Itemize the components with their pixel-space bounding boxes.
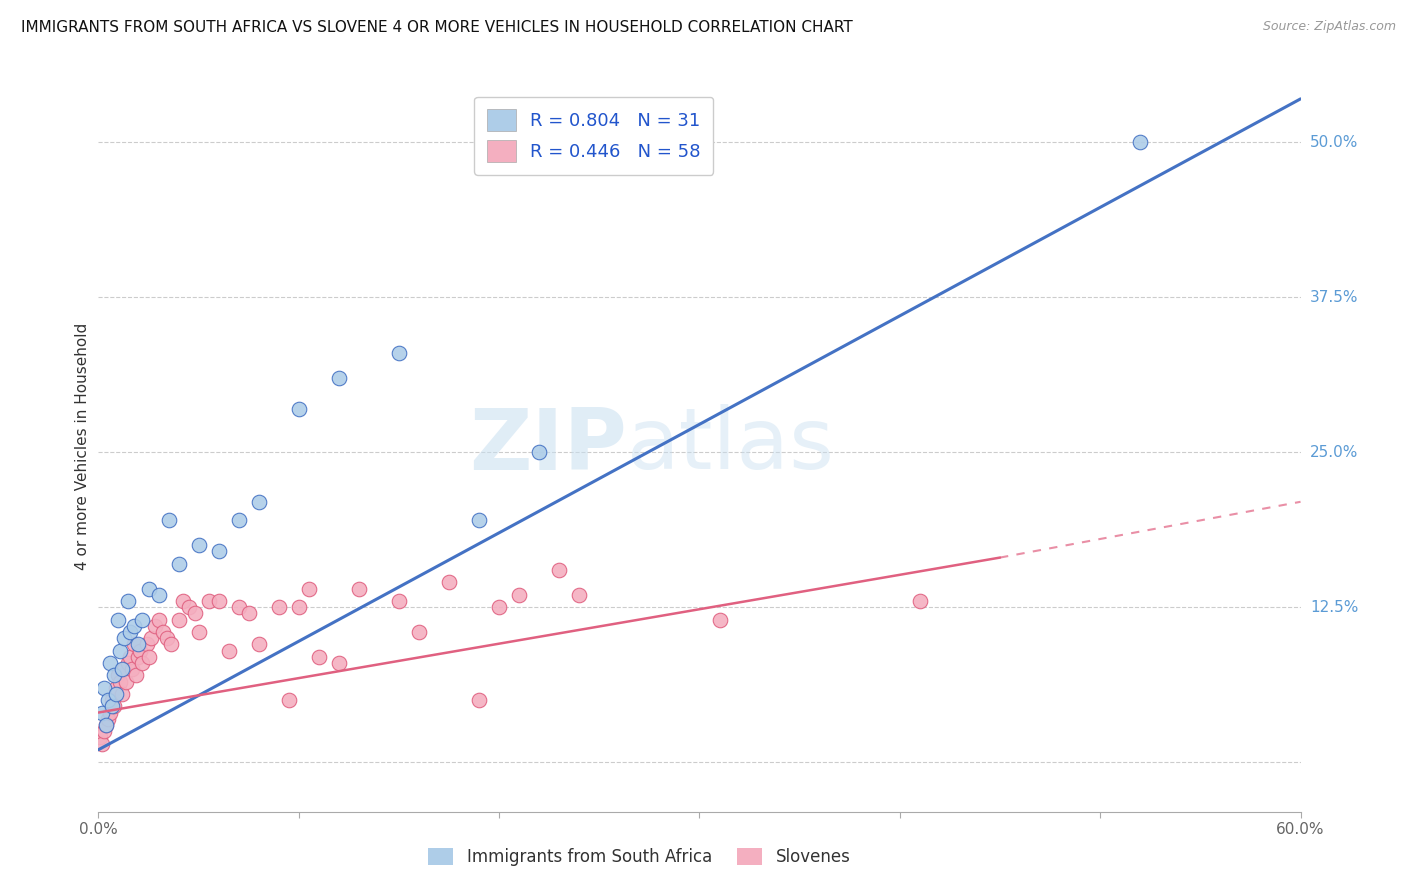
Point <box>101 699 124 714</box>
Point <box>159 637 181 651</box>
Text: 12.5%: 12.5% <box>1310 599 1358 615</box>
Point <box>120 649 142 664</box>
Point <box>103 668 125 682</box>
Point <box>247 637 270 651</box>
Point <box>437 575 460 590</box>
Point <box>131 656 153 670</box>
Point <box>91 706 114 720</box>
Point <box>208 594 231 608</box>
Point <box>247 495 270 509</box>
Point <box>143 619 166 633</box>
Point <box>117 594 139 608</box>
Point <box>155 631 177 645</box>
Text: atlas: atlas <box>627 404 835 488</box>
Point <box>167 557 190 571</box>
Point <box>267 600 290 615</box>
Point <box>408 624 430 639</box>
Point <box>183 607 205 621</box>
Point <box>105 681 128 695</box>
Point <box>157 513 180 527</box>
Point <box>124 637 146 651</box>
Point <box>138 649 160 664</box>
Point <box>103 699 125 714</box>
Point <box>187 538 209 552</box>
Point <box>114 662 136 676</box>
Point <box>111 662 134 676</box>
Point <box>1129 135 1152 149</box>
Point <box>288 401 311 416</box>
Point <box>89 731 111 745</box>
Point <box>91 737 114 751</box>
Point <box>110 674 132 689</box>
Point <box>93 681 115 695</box>
Point <box>120 624 142 639</box>
Text: IMMIGRANTS FROM SOUTH AFRICA VS SLOVENE 4 OR MORE VEHICLES IN HOUSEHOLD CORRELAT: IMMIGRANTS FROM SOUTH AFRICA VS SLOVENE … <box>21 20 853 35</box>
Y-axis label: 4 or more Vehicles in Household: 4 or more Vehicles in Household <box>75 322 90 570</box>
Point <box>138 582 160 596</box>
Point <box>100 706 122 720</box>
Point <box>167 613 190 627</box>
Point <box>508 588 530 602</box>
Point <box>388 594 411 608</box>
Point <box>388 346 411 360</box>
Point <box>131 613 153 627</box>
Point <box>97 693 120 707</box>
Point <box>709 613 731 627</box>
Point <box>277 693 299 707</box>
Text: 37.5%: 37.5% <box>1310 290 1358 305</box>
Point <box>117 656 139 670</box>
Point <box>100 656 122 670</box>
Text: 25.0%: 25.0% <box>1310 445 1358 459</box>
Point <box>93 724 115 739</box>
Point <box>128 649 150 664</box>
Text: 50.0%: 50.0% <box>1310 135 1358 150</box>
Point <box>187 624 209 639</box>
Point <box>135 637 157 651</box>
Point <box>238 607 260 621</box>
Point <box>124 619 146 633</box>
Point <box>111 687 134 701</box>
Point <box>568 588 591 602</box>
Point <box>115 674 138 689</box>
Point <box>347 582 370 596</box>
Point <box>128 637 150 651</box>
Point <box>121 662 143 676</box>
Point <box>114 631 136 645</box>
Point <box>177 600 200 615</box>
Point <box>468 513 491 527</box>
Point <box>129 643 152 657</box>
Point <box>139 631 162 645</box>
Point <box>228 513 250 527</box>
Point <box>529 445 551 459</box>
Point <box>298 582 321 596</box>
Point <box>468 693 491 707</box>
Point <box>197 594 219 608</box>
Point <box>101 693 124 707</box>
Point <box>288 600 311 615</box>
Point <box>96 718 118 732</box>
Point <box>152 624 174 639</box>
Point <box>97 712 120 726</box>
Point <box>107 613 129 627</box>
Point <box>328 656 350 670</box>
Text: Source: ZipAtlas.com: Source: ZipAtlas.com <box>1263 20 1396 33</box>
Point <box>125 668 148 682</box>
Point <box>107 668 129 682</box>
Point <box>308 649 330 664</box>
Legend: Immigrants from South Africa, Slovenes: Immigrants from South Africa, Slovenes <box>422 841 856 873</box>
Point <box>105 687 128 701</box>
Point <box>328 371 350 385</box>
Point <box>172 594 194 608</box>
Point <box>228 600 250 615</box>
Point <box>548 563 571 577</box>
Point <box>96 718 118 732</box>
Point <box>488 600 510 615</box>
Point <box>148 613 170 627</box>
Point <box>208 544 231 558</box>
Text: ZIP: ZIP <box>470 404 627 488</box>
Point <box>908 594 931 608</box>
Point <box>148 588 170 602</box>
Point <box>110 643 132 657</box>
Point <box>218 643 240 657</box>
